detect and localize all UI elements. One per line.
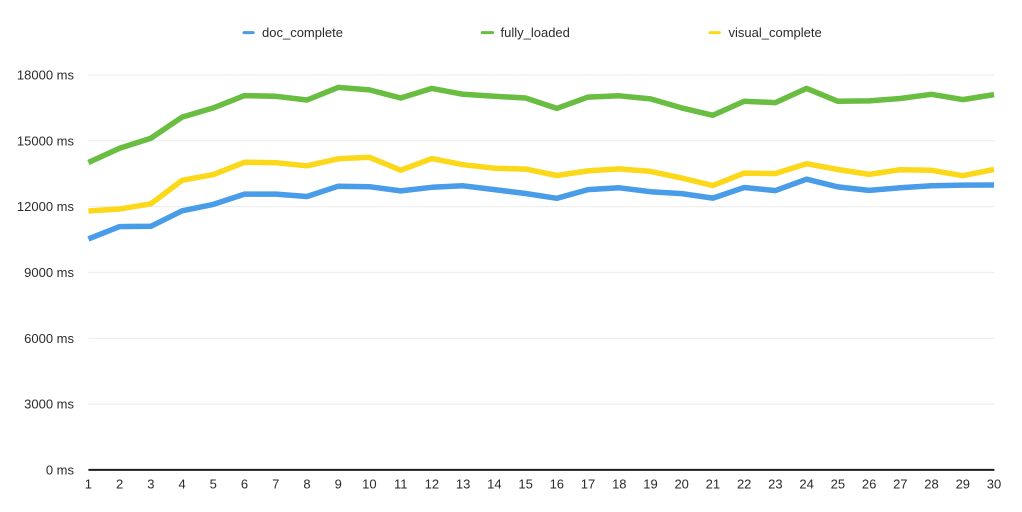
- svg-text:10: 10: [362, 477, 376, 492]
- svg-text:21: 21: [706, 477, 720, 492]
- svg-text:visual_complete: visual_complete: [729, 25, 822, 40]
- svg-text:doc_complete: doc_complete: [262, 25, 343, 40]
- svg-text:fully_loaded: fully_loaded: [501, 25, 570, 40]
- svg-text:27: 27: [893, 477, 907, 492]
- svg-text:1: 1: [85, 477, 92, 492]
- svg-text:19: 19: [643, 477, 657, 492]
- svg-text:6000 ms: 6000 ms: [24, 331, 74, 346]
- svg-text:25: 25: [831, 477, 845, 492]
- svg-text:12: 12: [425, 477, 439, 492]
- svg-text:20: 20: [674, 477, 688, 492]
- svg-text:9000 ms: 9000 ms: [24, 265, 74, 280]
- svg-text:29: 29: [956, 477, 970, 492]
- svg-text:16: 16: [550, 477, 564, 492]
- svg-text:23: 23: [768, 477, 782, 492]
- svg-text:7: 7: [272, 477, 279, 492]
- svg-text:4: 4: [178, 477, 185, 492]
- svg-text:12000 ms: 12000 ms: [17, 199, 75, 214]
- svg-text:9: 9: [335, 477, 342, 492]
- svg-text:22: 22: [737, 477, 751, 492]
- svg-text:6: 6: [241, 477, 248, 492]
- svg-text:3000 ms: 3000 ms: [24, 397, 74, 412]
- svg-text:26: 26: [862, 477, 876, 492]
- svg-text:0 ms: 0 ms: [46, 462, 75, 477]
- svg-text:17: 17: [581, 477, 595, 492]
- svg-text:13: 13: [456, 477, 470, 492]
- svg-text:15000 ms: 15000 ms: [17, 133, 75, 148]
- svg-text:11: 11: [394, 477, 408, 492]
- svg-text:24: 24: [799, 477, 813, 492]
- svg-text:3: 3: [147, 477, 154, 492]
- svg-text:30: 30: [987, 477, 1001, 492]
- svg-text:2: 2: [116, 477, 123, 492]
- svg-text:28: 28: [924, 477, 938, 492]
- svg-text:5: 5: [210, 477, 217, 492]
- svg-text:18: 18: [612, 477, 626, 492]
- svg-text:14: 14: [487, 477, 501, 492]
- svg-text:8: 8: [303, 477, 310, 492]
- svg-text:18000 ms: 18000 ms: [17, 68, 75, 83]
- svg-text:15: 15: [518, 477, 532, 492]
